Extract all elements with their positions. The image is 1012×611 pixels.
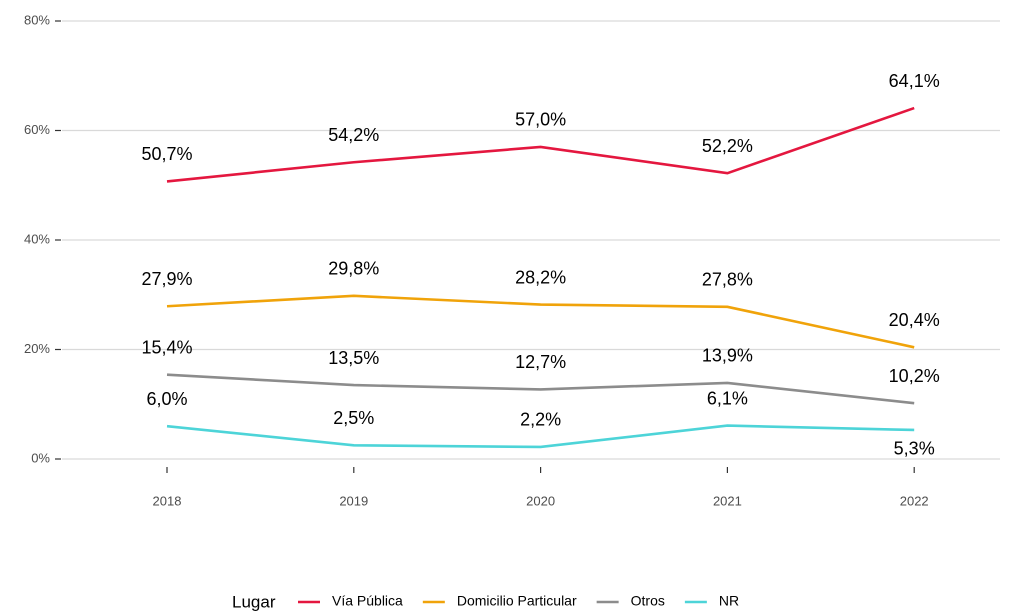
y-tick-label: 20% (24, 341, 50, 356)
data-label: 13,9% (702, 346, 753, 366)
data-label: 12,7% (515, 352, 566, 372)
series-line (166, 424, 915, 449)
legend-title: Lugar (232, 592, 276, 611)
data-label: 6,0% (146, 389, 187, 409)
y-tick-label: 0% (31, 450, 50, 465)
series-line (166, 294, 915, 349)
legend-label: Domicilio Particular (457, 593, 577, 609)
x-tick-label: 2020 (526, 493, 555, 508)
x-tick-label: 2022 (900, 493, 929, 508)
data-label: 27,8% (702, 270, 753, 290)
series-line (166, 373, 915, 405)
data-label: 52,2% (702, 136, 753, 156)
y-tick-label: 40% (24, 231, 50, 246)
data-label: 57,0% (515, 110, 566, 130)
data-label: 2,5% (333, 408, 374, 428)
series-line (166, 106, 915, 183)
data-label: 27,9% (141, 269, 192, 289)
data-label: 2,2% (520, 410, 561, 430)
y-tick-label: 80% (24, 12, 50, 27)
data-label: 13,5% (328, 348, 379, 368)
data-label: 54,2% (328, 125, 379, 145)
legend-label: NR (719, 593, 739, 609)
x-tick-label: 2019 (339, 493, 368, 508)
data-label: 15,4% (141, 337, 192, 357)
y-tick-label: 60% (24, 122, 50, 137)
x-tick-label: 2021 (713, 493, 742, 508)
data-label: 29,8% (328, 259, 379, 279)
data-label: 50,7% (141, 144, 192, 164)
data-label: 6,1% (707, 388, 748, 408)
data-label: 5,3% (894, 439, 935, 459)
data-label: 64,1% (889, 71, 940, 91)
legend-label: Vía Pública (332, 593, 403, 609)
data-label: 28,2% (515, 267, 566, 287)
data-label: 10,2% (889, 366, 940, 386)
legend-label: Otros (631, 593, 665, 609)
x-tick-label: 2018 (153, 493, 182, 508)
data-label: 20,4% (889, 310, 940, 330)
